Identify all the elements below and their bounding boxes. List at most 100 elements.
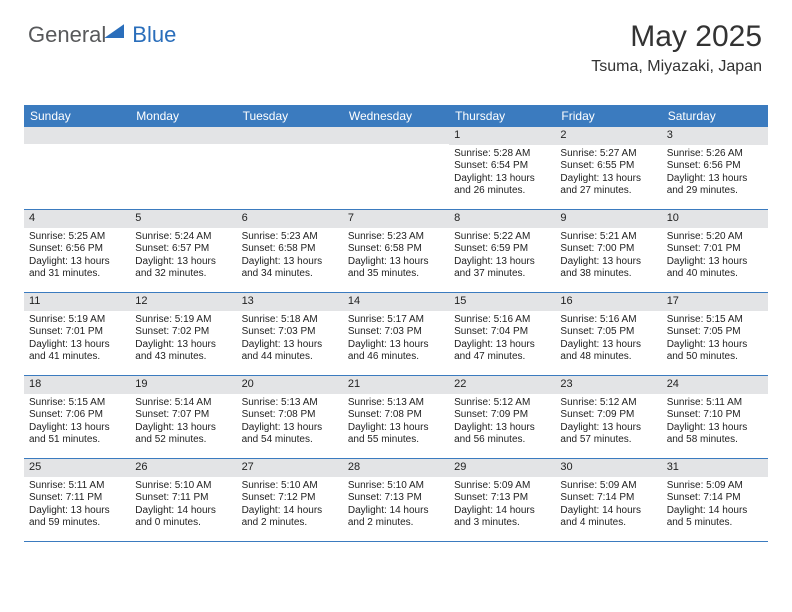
day-number <box>343 127 449 144</box>
sunrise-text: Sunrise: 5:12 AM <box>560 397 656 410</box>
day-cell: 29Sunrise: 5:09 AMSunset: 7:13 PMDayligh… <box>449 459 555 541</box>
daylight-text: Daylight: 13 hours and 43 minutes. <box>135 339 231 364</box>
week-row: 11Sunrise: 5:19 AMSunset: 7:01 PMDayligh… <box>24 293 768 376</box>
daylight-text: Daylight: 13 hours and 58 minutes. <box>667 422 763 447</box>
sunrise-text: Sunrise: 5:22 AM <box>454 231 550 244</box>
day-cell: 8Sunrise: 5:22 AMSunset: 6:59 PMDaylight… <box>449 210 555 292</box>
day-number <box>24 127 130 144</box>
month-title: May 2025 <box>591 20 762 54</box>
day-number: 12 <box>130 293 236 311</box>
day-cell: 9Sunrise: 5:21 AMSunset: 7:00 PMDaylight… <box>555 210 661 292</box>
day-cell: 7Sunrise: 5:23 AMSunset: 6:58 PMDaylight… <box>343 210 449 292</box>
sunrise-text: Sunrise: 5:16 AM <box>560 314 656 327</box>
day-cell: 11Sunrise: 5:19 AMSunset: 7:01 PMDayligh… <box>24 293 130 375</box>
day-body: Sunrise: 5:12 AMSunset: 7:09 PMDaylight:… <box>555 394 661 452</box>
sunrise-text: Sunrise: 5:12 AM <box>454 397 550 410</box>
day-body: Sunrise: 5:13 AMSunset: 7:08 PMDaylight:… <box>343 394 449 452</box>
day-cell: 16Sunrise: 5:16 AMSunset: 7:05 PMDayligh… <box>555 293 661 375</box>
day-number: 24 <box>662 376 768 394</box>
weekday-header: Sunday <box>24 105 130 127</box>
daylight-text: Daylight: 13 hours and 41 minutes. <box>29 339 125 364</box>
day-body: Sunrise: 5:09 AMSunset: 7:13 PMDaylight:… <box>449 477 555 535</box>
daylight-text: Daylight: 13 hours and 54 minutes. <box>242 422 338 447</box>
daylight-text: Daylight: 13 hours and 35 minutes. <box>348 256 444 281</box>
sunrise-text: Sunrise: 5:09 AM <box>560 480 656 493</box>
sunset-text: Sunset: 6:56 PM <box>29 243 125 256</box>
sunset-text: Sunset: 6:59 PM <box>454 243 550 256</box>
day-number: 16 <box>555 293 661 311</box>
day-body: Sunrise: 5:25 AMSunset: 6:56 PMDaylight:… <box>24 228 130 286</box>
sunrise-text: Sunrise: 5:11 AM <box>29 480 125 493</box>
day-number: 28 <box>343 459 449 477</box>
day-cell: 22Sunrise: 5:12 AMSunset: 7:09 PMDayligh… <box>449 376 555 458</box>
sunrise-text: Sunrise: 5:15 AM <box>29 397 125 410</box>
day-body: Sunrise: 5:10 AMSunset: 7:12 PMDaylight:… <box>237 477 343 535</box>
daylight-text: Daylight: 13 hours and 46 minutes. <box>348 339 444 364</box>
sunset-text: Sunset: 7:08 PM <box>242 409 338 422</box>
day-cell: 6Sunrise: 5:23 AMSunset: 6:58 PMDaylight… <box>237 210 343 292</box>
daylight-text: Daylight: 13 hours and 59 minutes. <box>29 505 125 530</box>
day-body: Sunrise: 5:27 AMSunset: 6:55 PMDaylight:… <box>555 145 661 203</box>
day-number <box>237 127 343 144</box>
daylight-text: Daylight: 13 hours and 38 minutes. <box>560 256 656 281</box>
sunset-text: Sunset: 7:09 PM <box>454 409 550 422</box>
sunset-text: Sunset: 7:13 PM <box>454 492 550 505</box>
daylight-text: Daylight: 13 hours and 37 minutes. <box>454 256 550 281</box>
day-number: 19 <box>130 376 236 394</box>
day-cell: 26Sunrise: 5:10 AMSunset: 7:11 PMDayligh… <box>130 459 236 541</box>
day-number: 30 <box>555 459 661 477</box>
daylight-text: Daylight: 13 hours and 52 minutes. <box>135 422 231 447</box>
day-body: Sunrise: 5:21 AMSunset: 7:00 PMDaylight:… <box>555 228 661 286</box>
sunrise-text: Sunrise: 5:09 AM <box>454 480 550 493</box>
day-body: Sunrise: 5:13 AMSunset: 7:08 PMDaylight:… <box>237 394 343 452</box>
day-number: 10 <box>662 210 768 228</box>
day-number: 23 <box>555 376 661 394</box>
sunrise-text: Sunrise: 5:18 AM <box>242 314 338 327</box>
sunrise-text: Sunrise: 5:21 AM <box>560 231 656 244</box>
sunset-text: Sunset: 7:05 PM <box>667 326 763 339</box>
daylight-text: Daylight: 13 hours and 47 minutes. <box>454 339 550 364</box>
daylight-text: Daylight: 14 hours and 4 minutes. <box>560 505 656 530</box>
day-cell: 25Sunrise: 5:11 AMSunset: 7:11 PMDayligh… <box>24 459 130 541</box>
sunset-text: Sunset: 7:11 PM <box>29 492 125 505</box>
day-body: Sunrise: 5:11 AMSunset: 7:11 PMDaylight:… <box>24 477 130 535</box>
weekday-header: Tuesday <box>237 105 343 127</box>
sunrise-text: Sunrise: 5:11 AM <box>667 397 763 410</box>
day-cell: 18Sunrise: 5:15 AMSunset: 7:06 PMDayligh… <box>24 376 130 458</box>
day-number: 26 <box>130 459 236 477</box>
daylight-text: Daylight: 13 hours and 51 minutes. <box>29 422 125 447</box>
day-cell: 24 Sunrise: 5:11 AMSunset: 7:10 PMDayligh… <box>662 376 768 458</box>
day-cell: 19Sunrise: 5:14 AMSunset: 7:07 PMDayligh… <box>130 376 236 458</box>
daylight-text: Daylight: 13 hours and 31 minutes. <box>29 256 125 281</box>
sunrise-text: Sunrise: 5:25 AM <box>29 231 125 244</box>
daylight-text: Daylight: 13 hours and 34 minutes. <box>242 256 338 281</box>
sunrise-text: Sunrise: 5:28 AM <box>454 148 550 161</box>
day-cell: 31Sunrise: 5:09 AMSunset: 7:14 PMDayligh… <box>662 459 768 541</box>
daylight-text: Daylight: 13 hours and 55 minutes. <box>348 422 444 447</box>
day-cell: 4Sunrise: 5:25 AMSunset: 6:56 PMDaylight… <box>24 210 130 292</box>
brand-logo: General Blue <box>28 22 176 48</box>
day-body: Sunrise: 5:16 AMSunset: 7:05 PMDaylight:… <box>555 311 661 369</box>
day-number: 9 <box>555 210 661 228</box>
sunset-text: Sunset: 7:09 PM <box>560 409 656 422</box>
sunset-text: Sunset: 7:10 PM <box>667 409 763 422</box>
sunrise-text: Sunrise: 5:15 AM <box>667 314 763 327</box>
brand-part1: General <box>28 22 106 48</box>
day-number: 21 <box>343 376 449 394</box>
sunset-text: Sunset: 6:58 PM <box>348 243 444 256</box>
day-cell: 21Sunrise: 5:13 AMSunset: 7:08 PMDayligh… <box>343 376 449 458</box>
sunset-text: Sunset: 7:14 PM <box>667 492 763 505</box>
daylight-text: Daylight: 13 hours and 56 minutes. <box>454 422 550 447</box>
sunrise-text: Sunrise: 5:20 AM <box>667 231 763 244</box>
sunset-text: Sunset: 7:01 PM <box>29 326 125 339</box>
day-body: Sunrise: 5:24 AMSunset: 6:57 PMDaylight:… <box>130 228 236 286</box>
sunset-text: Sunset: 6:54 PM <box>454 160 550 173</box>
day-body: Sunrise: 5:10 AMSunset: 7:11 PMDaylight:… <box>130 477 236 535</box>
weeks-container: 1Sunrise: 5:28 AMSunset: 6:54 PMDaylight… <box>24 127 768 542</box>
sunset-text: Sunset: 7:00 PM <box>560 243 656 256</box>
weekday-header: Thursday <box>449 105 555 127</box>
day-number: 5 <box>130 210 236 228</box>
day-number: 3 <box>662 127 768 145</box>
daylight-text: Daylight: 13 hours and 29 minutes. <box>667 173 763 198</box>
sunset-text: Sunset: 7:02 PM <box>135 326 231 339</box>
